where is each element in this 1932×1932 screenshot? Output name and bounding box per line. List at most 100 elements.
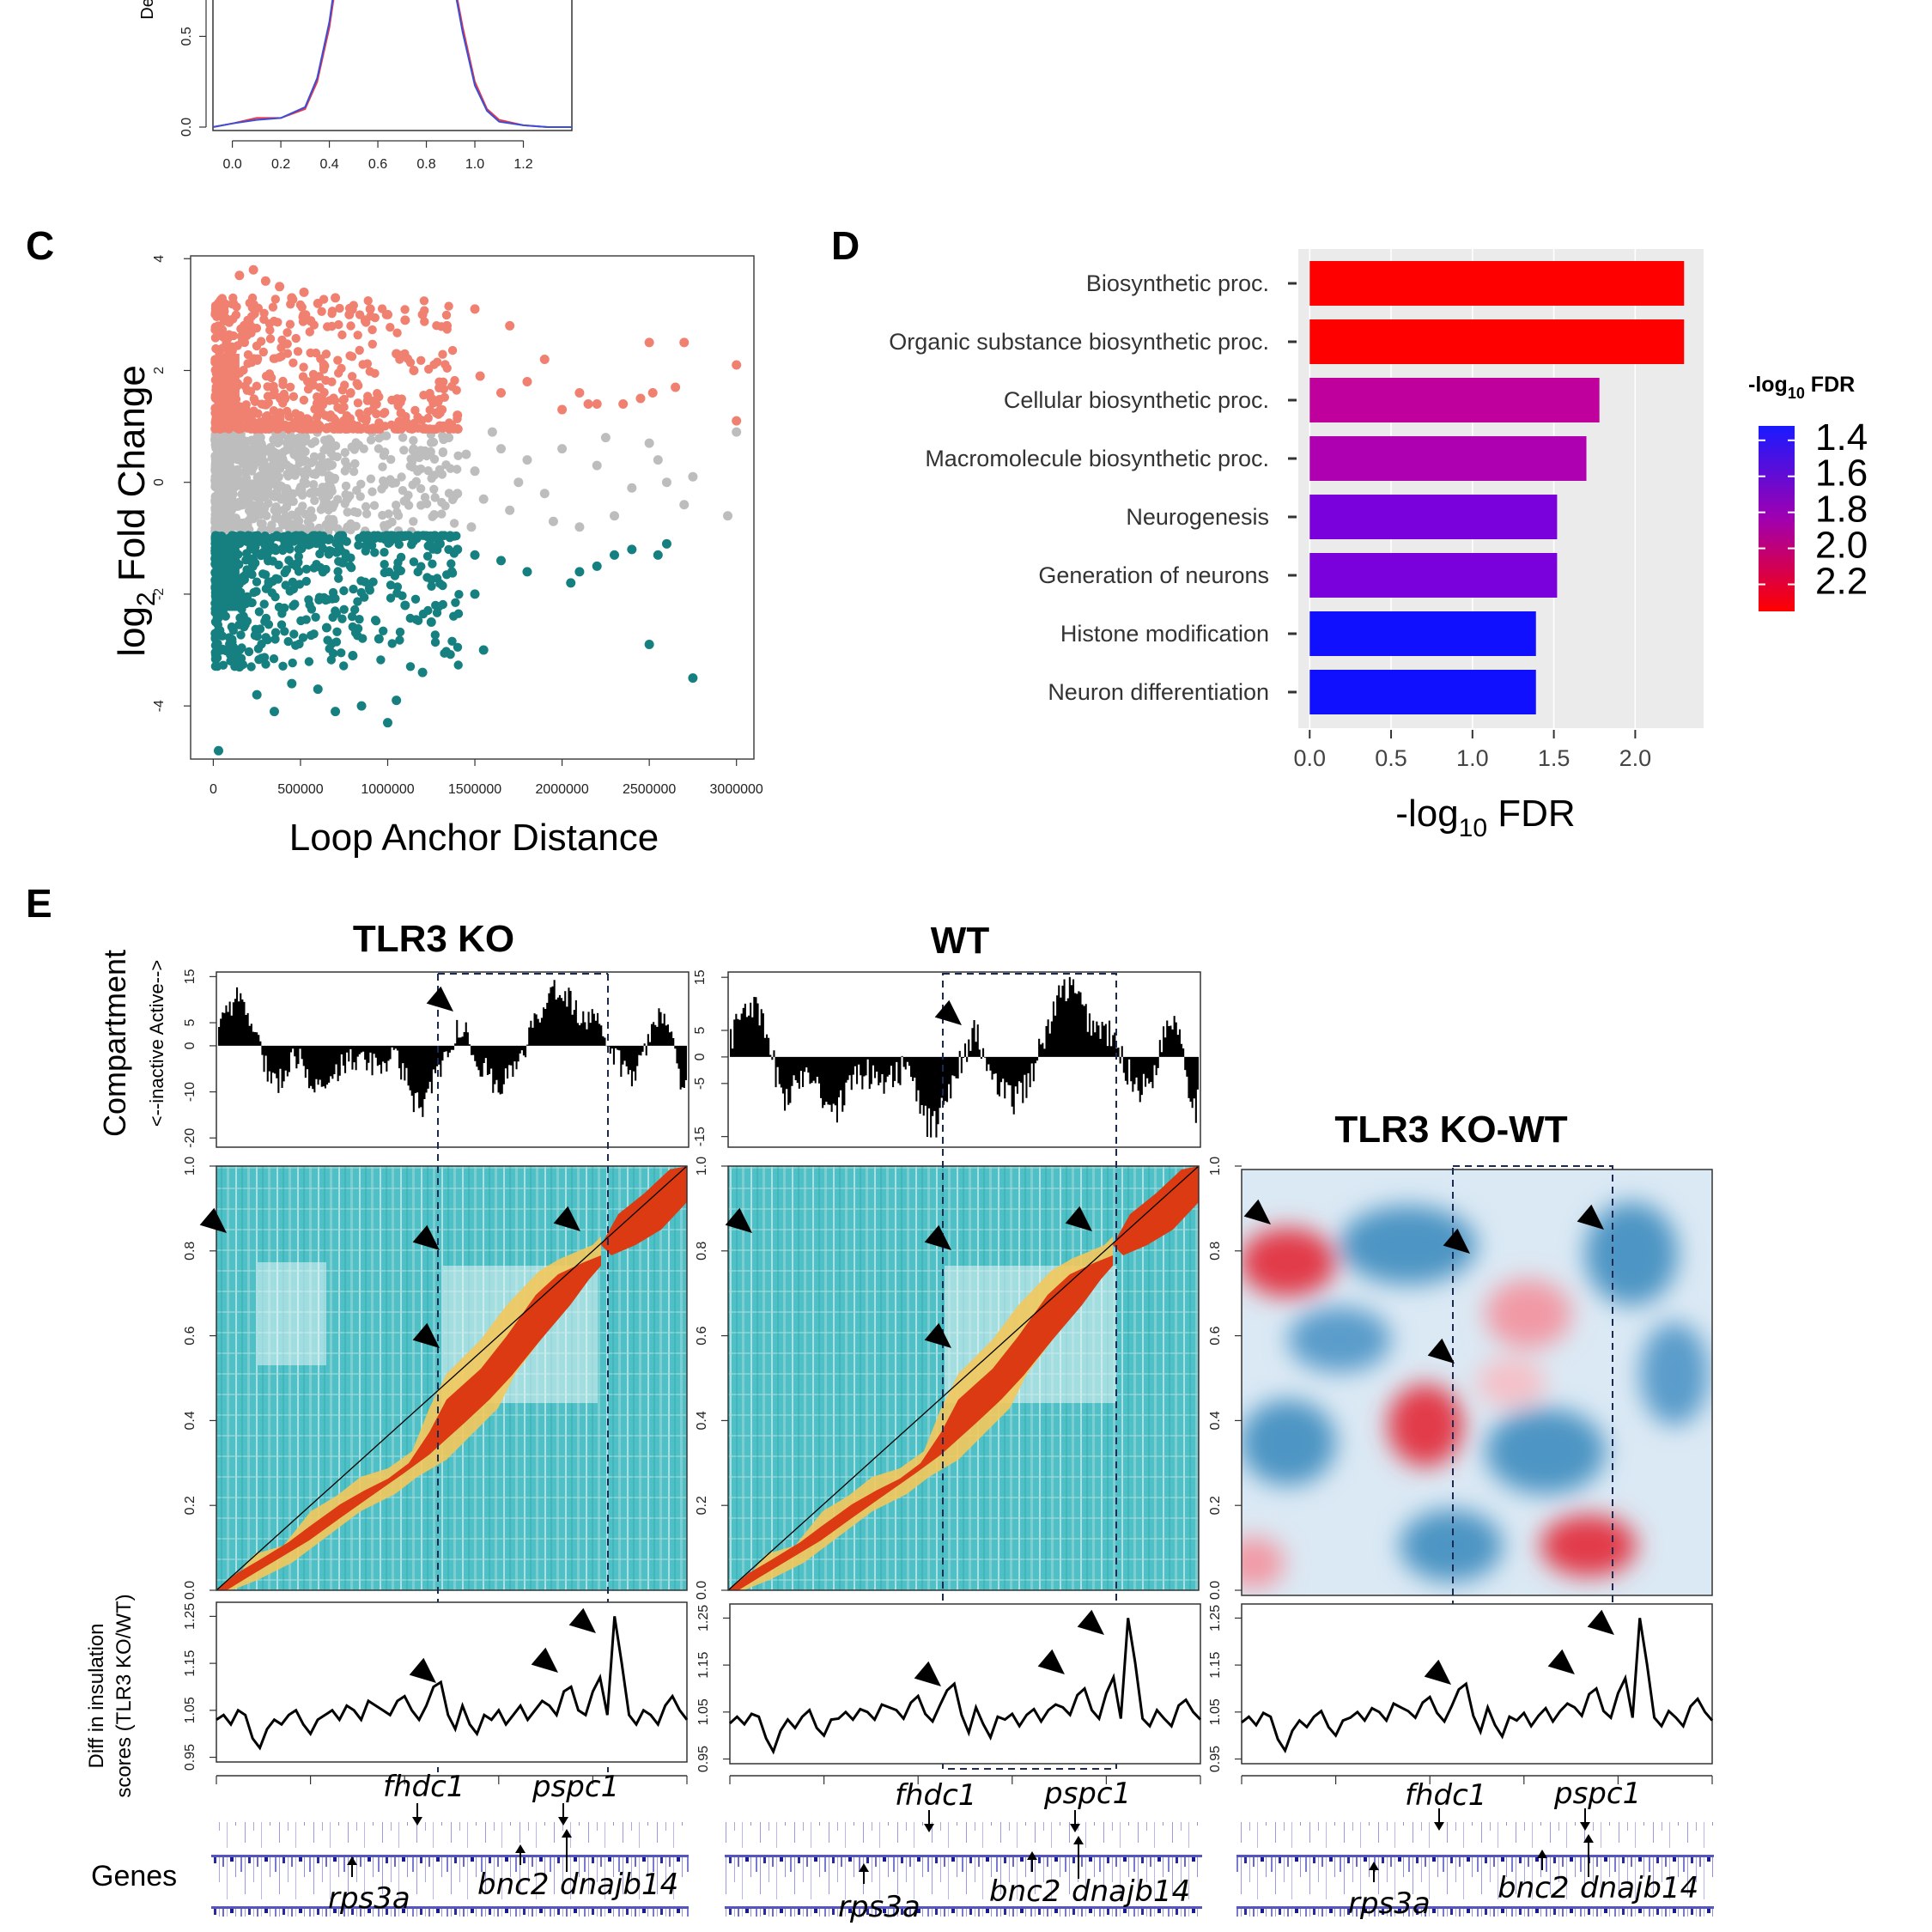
volcano-point-group-down — [210, 531, 698, 756]
volcano-point-up — [441, 310, 452, 320]
volcano-point-up — [259, 314, 269, 325]
volcano-point-none — [317, 460, 326, 470]
go-legend-title-sub: 10 — [1788, 385, 1805, 402]
volcano-point-down — [270, 635, 280, 644]
volcano-point-down — [356, 587, 366, 598]
volcano-point-up — [263, 392, 273, 401]
volcano-point-up — [249, 394, 258, 404]
volcano-point-down — [423, 605, 433, 616]
volcano-point-none — [240, 443, 249, 453]
volcano-point-down — [301, 576, 311, 586]
volcano-point-down — [355, 615, 364, 624]
volcano-point-none — [340, 466, 349, 476]
volcano-ylabel: log2 Fold Change — [111, 365, 161, 657]
volcano-point-none — [316, 452, 326, 462]
go-category-label: Neurogenesis — [1126, 504, 1269, 530]
volcano-point-none — [381, 431, 392, 440]
volcano-point-none — [262, 511, 271, 520]
volcano-point-none — [303, 517, 313, 526]
volcano-point-down — [295, 580, 305, 589]
compartment-ylabel-direction: <--inactive Active--> — [146, 960, 167, 1127]
hic-diff-blobs — [1242, 1202, 1709, 1589]
hic-tick-wt-label: 0.0 — [695, 1581, 709, 1600]
volcano-point-none — [539, 489, 550, 499]
volcano-point-down — [307, 605, 317, 614]
volcano-point-up — [442, 320, 453, 331]
volcano-point-none — [679, 500, 690, 510]
volcano-point-up — [377, 304, 387, 313]
hic-diag-halo-ko — [216, 1236, 601, 1590]
volcano-point-down — [241, 599, 251, 609]
volcano-point-none — [308, 480, 319, 489]
annotation-arrowhead — [1243, 1199, 1271, 1224]
volcano-point-down — [356, 576, 366, 586]
annotation-arrowhead — [531, 1647, 558, 1673]
gene-bnc2-ko: bnc2 — [477, 1868, 549, 1902]
volcano-point-none — [286, 445, 295, 454]
gene-arrow-head — [1434, 1822, 1444, 1831]
volcano-point-up — [505, 320, 515, 331]
volcano-point-none — [248, 452, 258, 461]
volcano-point-down — [288, 658, 297, 668]
volcano-point-down — [382, 718, 392, 728]
volcano-point-down — [324, 550, 334, 559]
volcano-point-down — [283, 636, 293, 647]
title-tlr3-ko: TLR3 KO — [353, 918, 514, 960]
volcano-point-down — [242, 592, 252, 602]
volcano-point-up — [353, 331, 362, 340]
volcano-point-down — [440, 648, 449, 658]
volcano-point-up — [319, 365, 329, 374]
go-bar — [1309, 378, 1600, 422]
hic-ticks-diff: 0.0 0.2 0.4 0.6 0.8 1.0 — [1208, 1157, 1242, 1600]
volcano-point-down — [251, 624, 260, 634]
volcano-point-down — [246, 554, 257, 564]
volcano-point-down — [294, 551, 303, 562]
insulation-ylabel-1: Diff in insulation — [85, 1624, 108, 1769]
density-x-tick-label: 0.4 — [319, 157, 338, 172]
volcano-point-down — [354, 540, 363, 550]
volcano-point-up — [417, 309, 428, 319]
volcano-point-none — [246, 483, 255, 493]
gene-bnc2-diff: bnc2 — [1498, 1871, 1569, 1905]
diff-blob-blue-5 — [1585, 1202, 1678, 1305]
volcano-point-down — [451, 598, 460, 607]
volcano-point-down — [399, 532, 410, 541]
volcano-point-up — [372, 409, 381, 419]
volcano-point-down — [393, 567, 403, 576]
insulation-ticks-ko: 1.25 1.15 1.05 0.95 — [183, 1603, 216, 1771]
volcano-point-none — [644, 438, 654, 448]
volcano-point-down — [331, 609, 341, 618]
volcano-point-none — [343, 507, 352, 517]
insulation-tick-diff-label: 1.15 — [1208, 1651, 1223, 1678]
volcano-point-down — [221, 611, 230, 621]
annotation-arrowhead — [412, 1224, 440, 1250]
volcano-point-down — [453, 660, 463, 670]
annotation-arrowhead — [199, 1207, 227, 1233]
volcano-point-none — [409, 435, 418, 446]
annotation-arrowhead — [553, 1206, 580, 1231]
volcano-point-up — [392, 394, 402, 404]
volcano-point-up — [256, 337, 266, 346]
volcano-point-none — [256, 477, 265, 487]
volcano-point-down — [338, 558, 348, 568]
volcano-point-down — [315, 549, 325, 559]
volcano-point-none — [409, 517, 418, 526]
volcano-point-up — [522, 377, 532, 386]
go-bar-chart: Biosynthetic proc. Organic substance bios… — [889, 249, 1868, 842]
volcano-point-none — [548, 516, 558, 526]
volcano-point-none — [496, 444, 507, 454]
go-x-tick-label: 1.0 — [1456, 745, 1489, 771]
volcano-point-down — [339, 586, 349, 596]
go-bars — [1309, 261, 1685, 714]
gene-bnc2-wt: bnc2 — [989, 1874, 1060, 1909]
volcano-point-none — [307, 439, 317, 448]
volcano-point-up — [334, 368, 343, 378]
volcano-point-down — [304, 657, 314, 666]
volcano-point-down — [252, 531, 263, 540]
volcano-point-down — [410, 594, 421, 604]
volcano-point-up — [342, 410, 352, 421]
volcano-y-tick-label: -4 — [152, 700, 167, 712]
volcano-point-up — [331, 293, 341, 303]
volcano-point-down — [386, 580, 396, 590]
volcano-point-none — [293, 513, 302, 523]
